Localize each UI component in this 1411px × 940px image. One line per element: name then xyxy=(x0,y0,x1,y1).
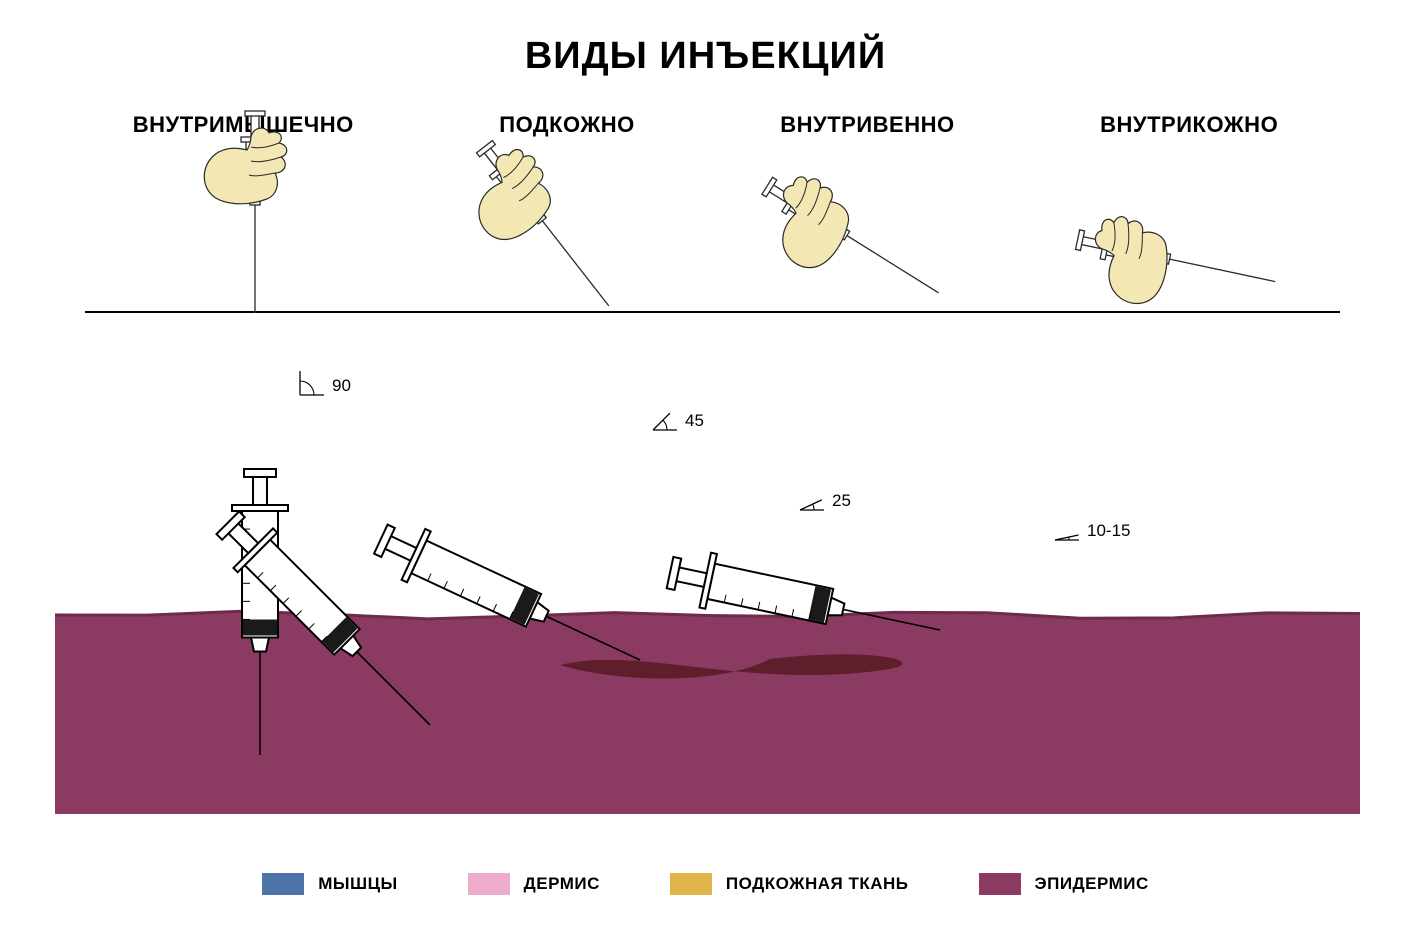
svg-text:90: 90 xyxy=(332,376,351,395)
legend-swatch xyxy=(979,873,1021,895)
svg-text:10-15: 10-15 xyxy=(1087,521,1130,540)
svg-text:45: 45 xyxy=(685,411,704,430)
legend-item: ПОДКОЖНАЯ ТКАНЬ xyxy=(670,873,909,895)
legend-item: МЫШЦЫ xyxy=(262,873,397,895)
hands-row xyxy=(0,0,1411,360)
legend-label: ПОДКОЖНАЯ ТКАНЬ xyxy=(726,874,909,894)
legend-swatch xyxy=(468,873,510,895)
legend-swatch xyxy=(670,873,712,895)
legend-label: ЭПИДЕРМИС xyxy=(1035,874,1149,894)
legend-item: ДЕРМИС xyxy=(468,873,600,895)
legend-item: ЭПИДЕРМИС xyxy=(979,873,1149,895)
legend-label: ДЕРМИС xyxy=(524,874,600,894)
injection-types-infographic: { "canvas":{"w":1411,"h":940,"background… xyxy=(0,0,1411,940)
legend-swatch xyxy=(262,873,304,895)
legend: МЫШЦЫ ДЕРМИС ПОДКОЖНАЯ ТКАНЬ ЭПИДЕРМИС xyxy=(0,873,1411,895)
legend-label: МЫШЦЫ xyxy=(318,874,397,894)
skin-cross-section: 90 45 25 10-15 xyxy=(0,360,1411,920)
svg-text:25: 25 xyxy=(832,491,851,510)
